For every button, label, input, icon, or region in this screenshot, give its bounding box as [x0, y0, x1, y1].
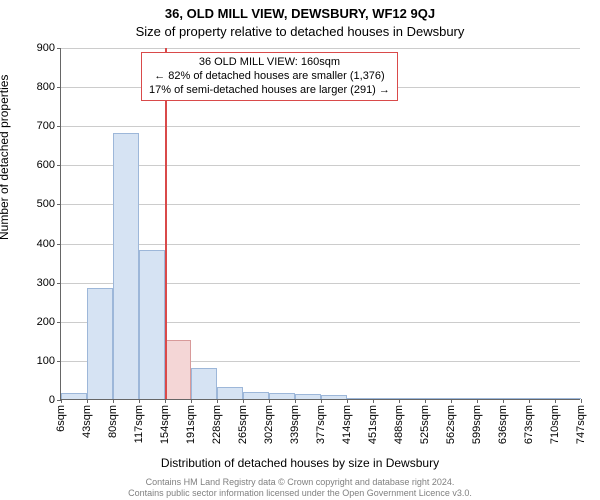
- histogram-bar: [139, 250, 165, 399]
- x-tick-label: 302sqm: [263, 405, 275, 444]
- histogram-bar: [295, 394, 321, 399]
- histogram-bar: [503, 398, 529, 399]
- histogram-bar: [373, 398, 399, 399]
- footer-line-1: Contains HM Land Registry data © Crown c…: [0, 477, 600, 487]
- x-axis-label: Distribution of detached houses by size …: [0, 456, 600, 470]
- x-tick-label: 228sqm: [211, 405, 223, 444]
- histogram-bar: [87, 288, 113, 399]
- x-tick-label: 377sqm: [315, 405, 327, 444]
- histogram-bar: [425, 398, 451, 399]
- footer-attribution: Contains HM Land Registry data © Crown c…: [0, 477, 600, 498]
- histogram-bar: [217, 387, 243, 399]
- chart-subtitle: Size of property relative to detached ho…: [0, 24, 600, 39]
- histogram-bar: [399, 398, 425, 399]
- plot-area: 01002003004005006007008009006sqm43sqm80s…: [60, 48, 580, 400]
- x-tick-label: 747sqm: [575, 405, 587, 444]
- x-tick-label: 562sqm: [445, 405, 457, 444]
- x-tick-label: 80sqm: [107, 405, 119, 438]
- histogram-bar: [321, 395, 347, 399]
- x-tick-label: 673sqm: [523, 405, 535, 444]
- histogram-bar: [113, 133, 139, 399]
- annotation-line: 17% of semi-detached houses are larger (…: [149, 84, 390, 98]
- histogram-bar: [529, 398, 555, 399]
- histogram-bar: [555, 398, 581, 399]
- histogram-bar: [243, 392, 269, 399]
- x-tick-label: 414sqm: [341, 405, 353, 444]
- x-tick-label: 339sqm: [289, 405, 301, 444]
- chart-title-address: 36, OLD MILL VIEW, DEWSBURY, WF12 9QJ: [0, 6, 600, 21]
- x-tick-label: 488sqm: [393, 405, 405, 444]
- annotation-line: ← 82% of detached houses are smaller (1,…: [149, 70, 390, 84]
- x-tick-label: 636sqm: [497, 405, 509, 444]
- histogram-bar: [477, 398, 503, 399]
- x-tick-label: 599sqm: [471, 405, 483, 444]
- x-tick-label: 43sqm: [81, 405, 93, 438]
- histogram-bar: [347, 398, 373, 399]
- x-tick-label: 154sqm: [159, 405, 171, 444]
- annotation-box: 36 OLD MILL VIEW: 160sqm← 82% of detache…: [141, 52, 398, 101]
- y-axis-label: Number of detached properties: [0, 75, 11, 240]
- gridline: [61, 48, 580, 49]
- histogram-bar: [61, 393, 87, 399]
- chart-container: 36, OLD MILL VIEW, DEWSBURY, WF12 9QJ Si…: [0, 0, 600, 500]
- x-tick-label: 6sqm: [55, 405, 67, 432]
- gridline: [61, 126, 580, 127]
- histogram-bar: [451, 398, 477, 399]
- histogram-bar: [191, 368, 217, 399]
- histogram-bar: [165, 340, 191, 399]
- x-tick-label: 451sqm: [367, 405, 379, 444]
- x-tick-label: 191sqm: [185, 405, 197, 444]
- histogram-bar: [269, 393, 295, 399]
- footer-line-2: Contains public sector information licen…: [0, 488, 600, 498]
- x-tick-label: 525sqm: [419, 405, 431, 444]
- x-tick-label: 265sqm: [237, 405, 249, 444]
- x-tick-label: 710sqm: [549, 405, 561, 444]
- annotation-line: 36 OLD MILL VIEW: 160sqm: [149, 56, 390, 70]
- x-tick-label: 117sqm: [133, 405, 145, 443]
